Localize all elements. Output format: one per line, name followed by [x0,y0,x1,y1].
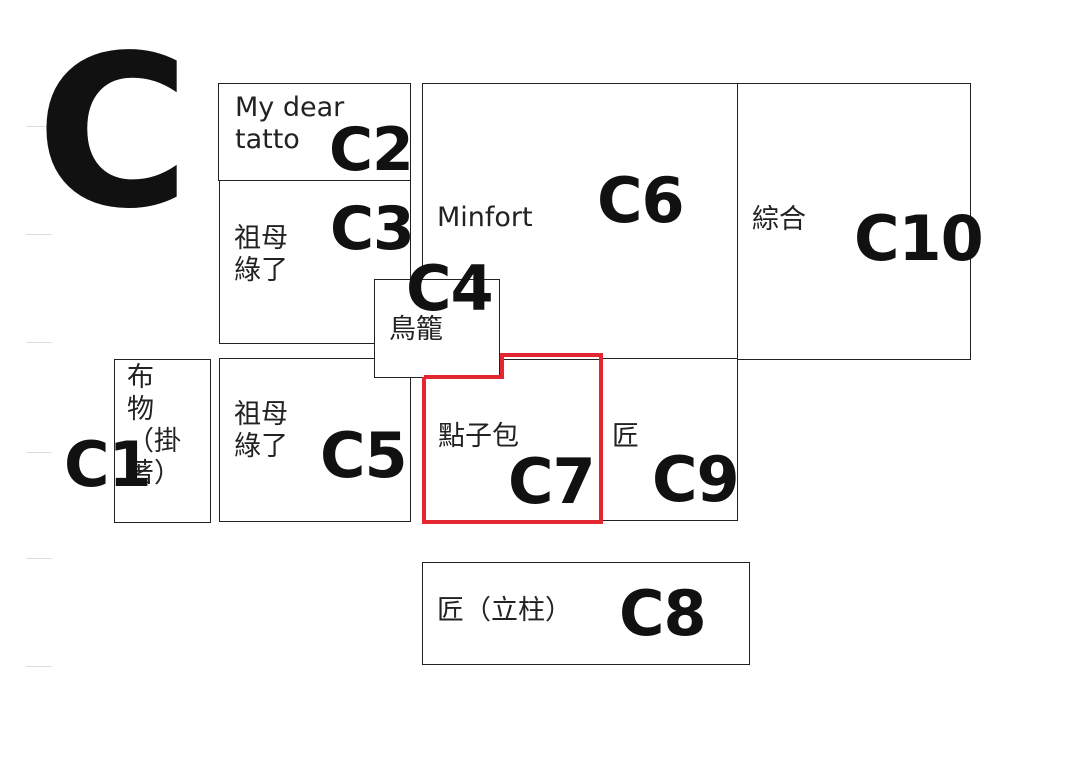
booth-code: C9 [652,443,740,516]
booth-code: C10 [854,202,984,275]
margin-tick [26,666,52,667]
booth-label: 綜合 [752,204,806,235]
booth-c3[interactable]: 祖母 綠了 C3 [219,180,415,344]
booth-label: My dear tatto [235,92,345,156]
booth-label: 鳥籠 [389,314,443,345]
booth-label: 祖母 綠了 [234,399,288,463]
booth-code: C5 [320,419,408,492]
margin-tick [26,558,52,559]
booth-c7[interactable]: 點子包 C7 [424,355,600,522]
booth-label: Minfort [437,202,533,233]
booth-code: C2 [329,115,414,185]
booth-code: C7 [508,445,596,518]
booth-code: C3 [330,194,415,264]
booth-c2[interactable]: My dear tatto C2 [218,83,414,185]
booth-c5[interactable]: 祖母 綠了 C5 [219,358,411,522]
booth-label: 點子包 [438,421,519,452]
zone-title: C [36,10,190,255]
booth-c9[interactable]: 匠 C9 [599,358,740,521]
booth-c8[interactable]: 匠（立柱） C8 [422,562,750,665]
margin-tick [26,342,52,343]
booth-c1[interactable]: 布 物 （掛 著） [114,359,211,523]
margin-tick [26,234,52,235]
booth-label: 祖母 綠了 [234,223,288,287]
booth-code-c4: C4 [406,252,494,325]
booth-c10[interactable]: 綜合 C10 [737,83,984,360]
booth-label: 布 物 （掛 著） [127,362,181,489]
booth-code: C6 [597,164,685,237]
booth-label: 匠（立柱） [437,595,572,626]
margin-tick [26,452,52,453]
booth-code-c1: C1 [64,428,152,501]
margin-tick [26,126,52,127]
booth-code: C8 [619,577,707,650]
booth-label: 匠 [612,421,639,452]
